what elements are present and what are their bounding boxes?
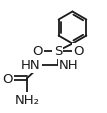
Text: S: S: [54, 45, 62, 58]
Text: NH₂: NH₂: [14, 93, 39, 106]
Text: O: O: [73, 45, 84, 58]
Text: NH: NH: [59, 59, 79, 72]
Text: O: O: [3, 72, 13, 85]
Text: HN: HN: [21, 59, 40, 72]
Text: O: O: [32, 45, 42, 58]
